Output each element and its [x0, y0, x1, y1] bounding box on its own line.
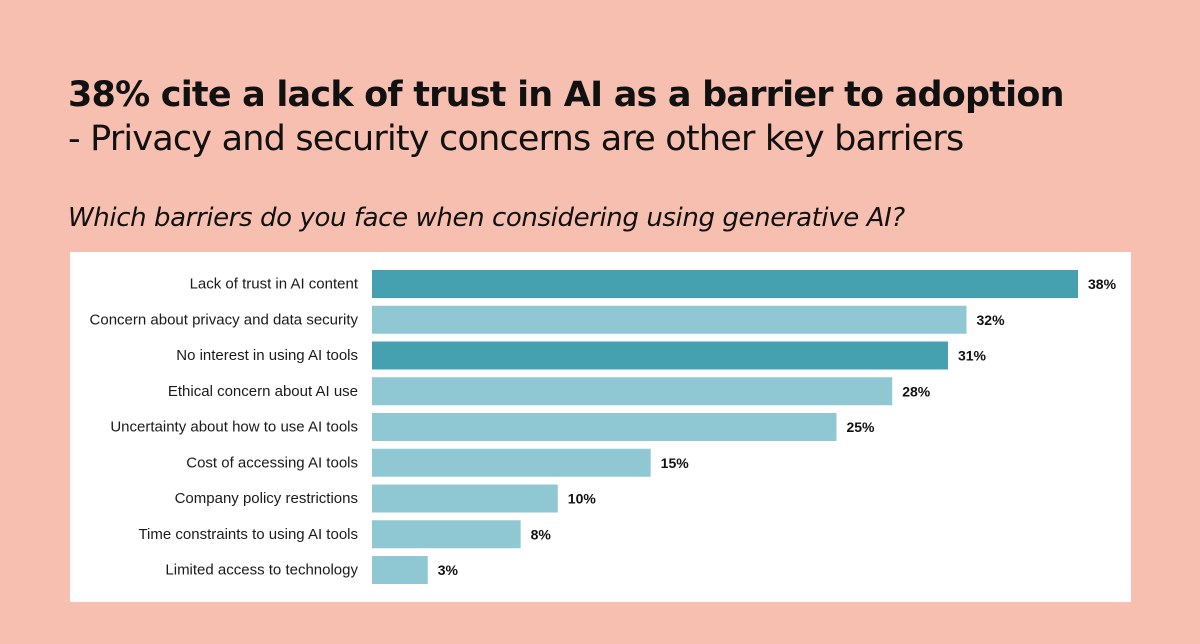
value-label: 10%	[568, 491, 597, 507]
bar	[372, 520, 521, 549]
value-label: 31%	[958, 348, 987, 364]
category-label: Company policy restrictions	[175, 490, 358, 507]
category-label: No interest in using AI tools	[176, 347, 358, 364]
value-label: 3%	[438, 562, 459, 578]
value-label: 8%	[531, 526, 552, 542]
bar	[372, 341, 948, 370]
bar-chart: Lack of trust in AI content 38% Concern ab…	[90, 270, 1117, 584]
value-label: 32%	[977, 312, 1006, 328]
category-label: Concern about privacy and data security	[90, 311, 359, 328]
category-label: Ethical concern about AI use	[168, 383, 358, 400]
bar	[372, 484, 558, 513]
survey-question: Which barriers do you face when consider…	[68, 203, 905, 233]
bar	[372, 305, 967, 334]
subheadline: - Privacy and security concerns are othe…	[68, 119, 964, 159]
category-label: Limited access to technology	[165, 562, 358, 579]
bar	[372, 270, 1078, 298]
value-label: 38%	[1088, 276, 1117, 292]
bar	[372, 413, 837, 441]
value-label: 25%	[846, 419, 875, 435]
category-label: Uncertainty about how to use AI tools	[110, 419, 358, 436]
headline: 38% cite a lack of trust in AI as a barr…	[68, 75, 1065, 115]
value-label: 28%	[902, 383, 931, 399]
value-label: 15%	[661, 455, 690, 471]
bar	[372, 556, 428, 584]
bar	[372, 377, 893, 406]
chart-panel: Lack of trust in AI content 38% Concern ab…	[70, 252, 1131, 602]
category-label: Lack of trust in AI content	[190, 276, 359, 293]
category-label: Cost of accessing AI tools	[186, 454, 358, 471]
bar	[372, 448, 651, 477]
category-label: Time constraints to using AI tools	[138, 526, 358, 543]
